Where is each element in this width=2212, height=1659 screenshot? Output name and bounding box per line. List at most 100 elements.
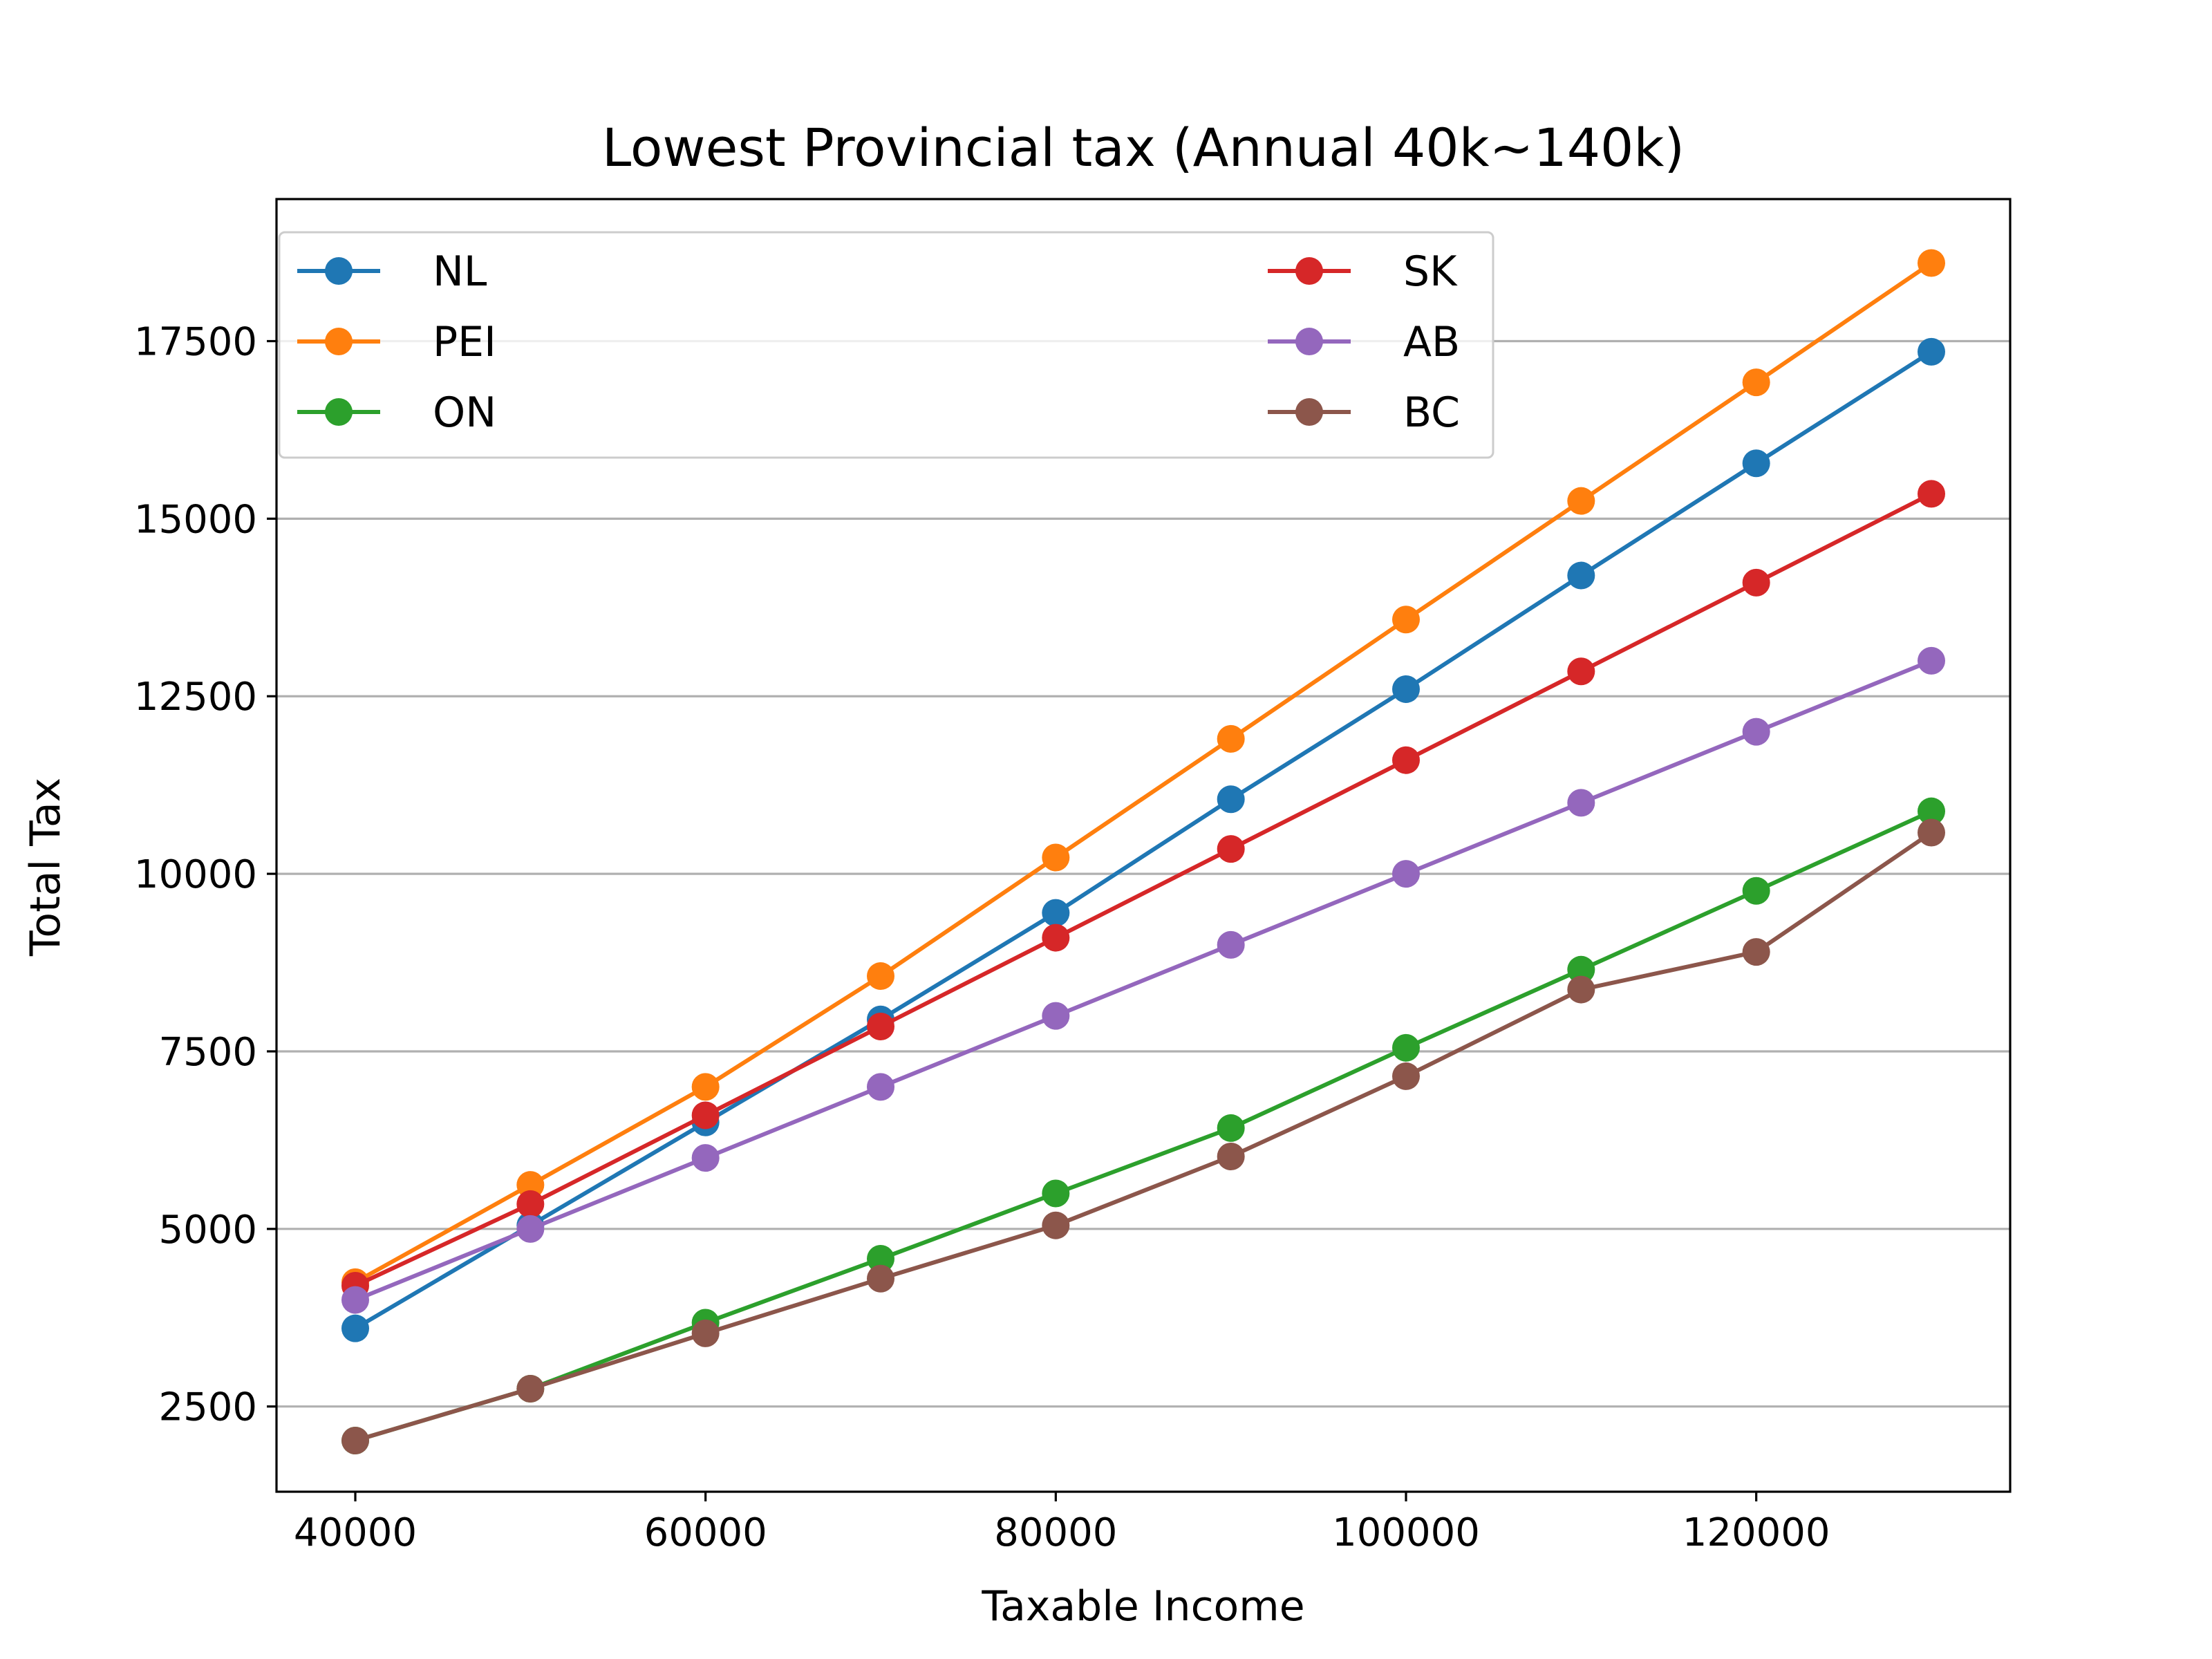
data-point-sk — [1042, 924, 1070, 952]
data-point-ab — [1742, 718, 1770, 746]
legend-label-on: ON — [433, 388, 496, 437]
data-point-pei — [1567, 487, 1595, 515]
data-point-pei — [691, 1073, 720, 1101]
grid-lines — [276, 339, 2010, 1408]
x-tick-label: 100000 — [1332, 1510, 1480, 1555]
legend-label-nl: NL — [433, 247, 487, 296]
data-point-sk — [1918, 480, 1945, 508]
data-point-pei — [1042, 843, 1070, 872]
data-point-ab — [1217, 930, 1245, 959]
series-sk — [341, 480, 1945, 1300]
legend-label-sk: SK — [1403, 247, 1458, 296]
data-point-pei — [516, 1171, 545, 1199]
data-point-sk — [1742, 568, 1770, 597]
legend-label-bc: BC — [1403, 388, 1460, 437]
y-tick-label: 12500 — [134, 675, 257, 720]
data-point-ab — [516, 1215, 545, 1243]
legend-marker-bc — [1295, 398, 1323, 426]
legend-item-ab: AB — [1268, 318, 1460, 366]
data-point-nl — [1392, 675, 1420, 703]
data-point-pei — [1392, 606, 1420, 634]
x-tick-label: 40000 — [294, 1510, 417, 1555]
data-point-pei — [1742, 368, 1770, 397]
data-point-on — [1742, 877, 1770, 905]
y-tick-label: 15000 — [134, 497, 257, 542]
x-axis-label: Taxable Income — [981, 1582, 1304, 1631]
y-tick-label: 17500 — [134, 319, 257, 364]
data-point-nl — [341, 1314, 369, 1342]
y-tick-label: 5000 — [158, 1208, 257, 1253]
legend-item-nl: NL — [297, 247, 487, 296]
legend: NL PEI ON SK AB BC — [278, 231, 1494, 459]
data-point-bc — [691, 1319, 720, 1347]
legend-marker-on — [325, 398, 353, 426]
data-point-pei — [867, 962, 894, 991]
series-line-sk — [353, 491, 1933, 1288]
data-point-pei — [1918, 249, 1945, 277]
legend-box — [278, 231, 1494, 459]
data-point-on — [1217, 1114, 1245, 1142]
legend-item-on: ON — [297, 388, 496, 437]
legend-marker-nl — [325, 257, 353, 285]
data-point-ab — [1042, 1002, 1070, 1030]
data-point-on — [1392, 1033, 1420, 1062]
series-line-bc — [353, 830, 1933, 1443]
data-point-on — [867, 1244, 894, 1273]
y-tick-label: 10000 — [134, 852, 257, 897]
y-axis-label: Total Tax — [21, 778, 70, 957]
data-point-sk — [1392, 746, 1420, 774]
data-point-sk — [516, 1190, 545, 1218]
axis-ticks: 40000 60000 80000 100000 120000 2500 5000 7500 1… — [134, 319, 1830, 1555]
data-point-ab — [1392, 860, 1420, 888]
data-point-bc — [1392, 1062, 1420, 1090]
series-bc — [341, 818, 1945, 1455]
data-point-bc — [1918, 818, 1945, 847]
chart-title: Lowest Provincial tax (Annual 40k~140k) — [602, 117, 1685, 178]
data-point-sk — [867, 1013, 894, 1041]
data-point-bc — [867, 1264, 894, 1293]
data-point-ab — [341, 1286, 369, 1314]
data-point-bc — [1742, 938, 1770, 966]
data-point-on — [1918, 797, 1945, 825]
legend-marker-pei — [325, 328, 353, 355]
series-line-nl — [353, 349, 1933, 1331]
data-point-bc — [1217, 1143, 1245, 1171]
x-tick-label: 120000 — [1683, 1510, 1830, 1555]
series-line-on — [353, 809, 1933, 1443]
data-point-nl — [1217, 785, 1245, 814]
legend-label-pei: PEI — [433, 318, 496, 366]
data-point-sk — [1217, 835, 1245, 863]
data-point-pei — [1217, 724, 1245, 753]
data-point-nl — [1742, 449, 1770, 478]
data-point-on — [1567, 955, 1595, 984]
data-point-ab — [1567, 789, 1595, 817]
data-point-sk — [691, 1101, 720, 1130]
x-tick-label: 80000 — [994, 1510, 1117, 1555]
series-ab — [341, 646, 1945, 1314]
plot-frame — [275, 198, 2012, 1493]
data-point-nl — [1918, 337, 1945, 366]
y-tick-label: 7500 — [158, 1030, 257, 1075]
data-point-nl — [1567, 561, 1595, 590]
data-point-ab — [691, 1144, 720, 1172]
y-tick-label: 2500 — [158, 1385, 257, 1430]
legend-label-ab: AB — [1403, 318, 1460, 366]
data-point-bc — [516, 1375, 545, 1403]
series-line-pei — [353, 261, 1933, 1284]
data-point-ab — [1918, 646, 1945, 675]
data-point-bc — [1042, 1211, 1070, 1239]
data-point-sk — [1567, 657, 1595, 686]
legend-item-sk: SK — [1268, 247, 1458, 296]
data-point-bc — [341, 1427, 369, 1455]
x-tick-label: 60000 — [644, 1510, 767, 1555]
legend-item-bc: BC — [1268, 388, 1460, 437]
data-point-nl — [1042, 899, 1070, 927]
data-point-ab — [867, 1073, 894, 1101]
legend-marker-ab — [1295, 328, 1323, 355]
plot-series — [341, 249, 1945, 1455]
data-point-bc — [1567, 975, 1595, 1004]
legend-item-pei: PEI — [297, 318, 496, 366]
data-point-on — [1042, 1179, 1070, 1208]
series-line-ab — [353, 658, 1933, 1302]
